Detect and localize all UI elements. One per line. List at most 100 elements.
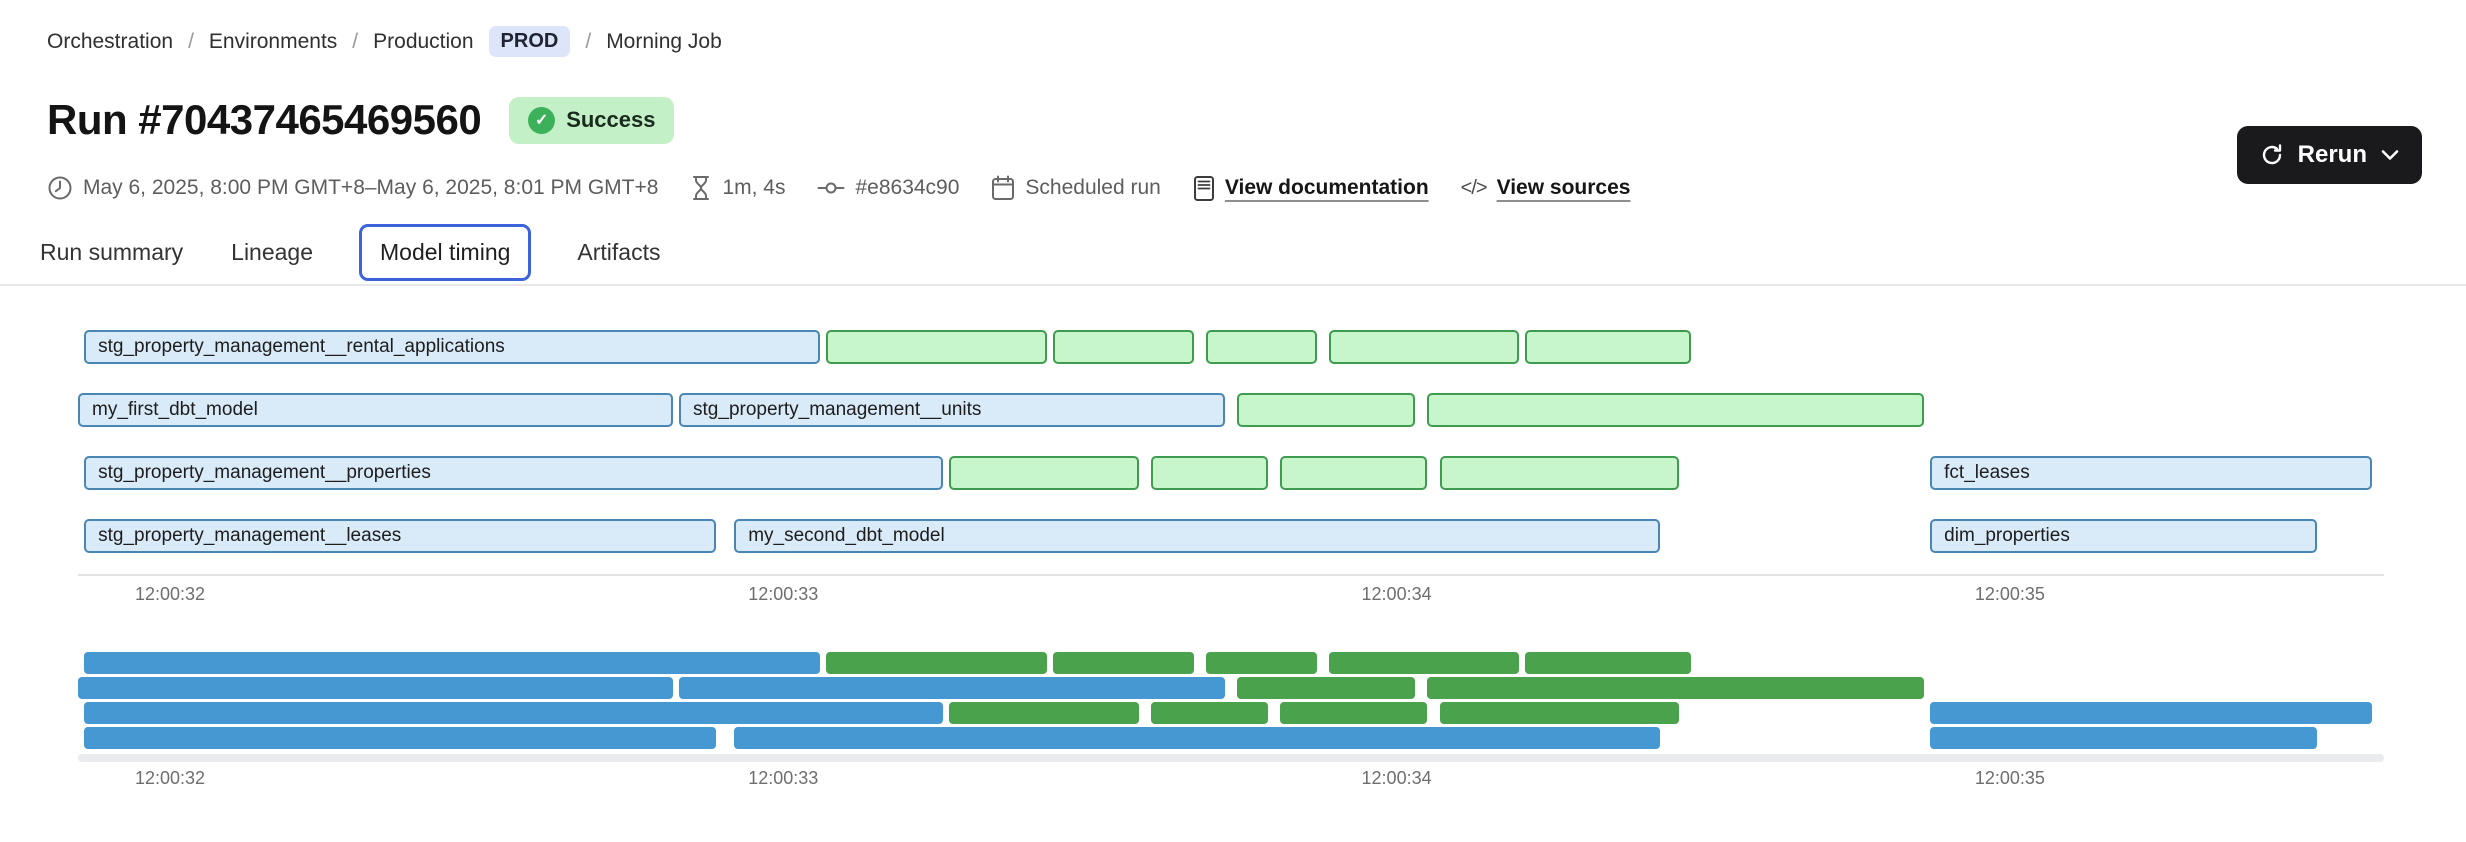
minimap-row (78, 652, 2384, 674)
minimap-bar (1237, 677, 1415, 699)
model-timing-minimap: 12:00:32 12:00:33 12:00:34 12:00:35 (78, 652, 2384, 802)
minimap-bar (1525, 652, 1691, 674)
view-documentation-link[interactable]: View documentation (1224, 176, 1429, 199)
status-label: Success (566, 107, 656, 132)
breadcrumb: Orchestration / Environments / Productio… (47, 26, 722, 57)
model-timing-gantt: stg_property_management__rental_applicat… (78, 330, 2384, 620)
gantt-bar-dim_properties[interactable]: dim_properties (1930, 519, 2317, 553)
gantt-bar[interactable] (1151, 456, 1268, 490)
gantt-bar-fct_leases[interactable]: fct_leases (1930, 456, 2372, 490)
gantt-bar[interactable] (1525, 330, 1691, 364)
minimap-row (78, 702, 2384, 724)
minimap-bar (1053, 652, 1195, 674)
time-axis-tick: 12:00:32 (134, 768, 206, 788)
minimap-bar-stg_property_management__rental_applications (84, 652, 821, 674)
time-axis-tick: 12:00:34 (1361, 768, 1432, 788)
tab-run-summary[interactable]: Run summary (40, 238, 184, 265)
view-documentation[interactable]: View documentation (1193, 175, 1429, 202)
environment-prod-badge: PROD (488, 26, 571, 57)
run-trigger: Scheduled run (991, 175, 1161, 201)
gantt-bar-my_second_dbt_model[interactable]: my_second_dbt_model (734, 519, 1661, 553)
minimap-bar (1280, 702, 1428, 724)
run-duration-text: 1m, 4s (722, 176, 786, 199)
calendar-icon (992, 175, 1015, 200)
tab-lineage[interactable]: Lineage (231, 238, 314, 265)
refresh-icon (2262, 144, 2281, 165)
run-commit: #e8634c90 (817, 176, 959, 200)
gantt-bar[interactable] (1329, 330, 1520, 364)
gantt-bar[interactable] (1280, 456, 1428, 490)
breadcrumb-item-morning-job[interactable]: Morning Job (606, 29, 722, 53)
breadcrumb-item-production[interactable]: Production (373, 29, 474, 53)
minimap-bar-stg_property_management__properties (84, 702, 943, 724)
gantt-bar[interactable] (1053, 330, 1195, 364)
model-name-label: stg_property_management__properties (98, 462, 431, 483)
breadcrumb-item-orchestration[interactable]: Orchestration (47, 29, 174, 53)
minimap-bar-my_first_dbt_model (78, 677, 673, 699)
minimap-scrollbar-track[interactable] (78, 754, 2384, 762)
minimap-bar-fct_leases (1930, 702, 2372, 724)
gantt-bar[interactable] (1237, 393, 1415, 427)
gantt-bar[interactable] (948, 456, 1139, 490)
gantt-row: stg_property_management__leases my_second… (78, 519, 2384, 553)
gantt-row: stg_property_management__rental_applicat… (78, 330, 2384, 364)
gantt-bar[interactable] (1427, 393, 1925, 427)
minimap-bar (1151, 702, 1268, 724)
run-title: Run #70437465469560 (47, 96, 482, 143)
view-sources-link[interactable]: View sources (1496, 176, 1631, 199)
tab-artifacts[interactable]: Artifacts (577, 238, 661, 265)
rerun-button[interactable]: Rerun (2236, 126, 2422, 184)
time-axis-tick: 12:00:35 (1974, 584, 2045, 604)
gantt-row: my_first_dbt_model stg_property_managemen… (78, 393, 2384, 427)
run-trigger-text: Scheduled run (1025, 176, 1161, 199)
gantt-bar-stg_property_management__units[interactable]: stg_property_management__units (679, 393, 1225, 427)
model-name-label: fct_leases (1944, 462, 2030, 483)
hourglass-icon (693, 176, 710, 200)
run-commit-text: #e8634c90 (855, 176, 960, 199)
time-axis-tick: 12:00:32 (134, 584, 206, 604)
breadcrumb-separator: / (352, 29, 359, 53)
breadcrumb-item-environments[interactable]: Environments (208, 29, 338, 53)
git-commit-icon (817, 182, 845, 194)
check-icon: ✓ (528, 106, 556, 134)
gantt-bar-stg_property_management__properties[interactable]: stg_property_management__properties (84, 456, 943, 490)
minimap-bar-stg_property_management__units (679, 677, 1225, 699)
tabs-divider (0, 284, 2466, 286)
run-time-range: May 6, 2025, 8:00 PM GMT+8–May 6, 2025, … (47, 175, 658, 201)
minimap-bar-stg_property_management__leases (84, 727, 716, 749)
status-badge: ✓ Success (509, 96, 675, 144)
minimap-bar (826, 652, 1047, 674)
rerun-label: Rerun (2297, 141, 2367, 168)
chevron-down-icon[interactable] (2380, 149, 2400, 161)
minimap-row (78, 727, 2384, 749)
model-name-label: stg_property_management__rental_applicat… (98, 336, 505, 357)
time-axis-tick: 12:00:35 (1974, 768, 2045, 788)
time-axis-line (78, 574, 2384, 576)
view-sources[interactable]: </> View sources (1461, 176, 1631, 200)
documentation-icon (1193, 175, 1214, 201)
run-tabs: Run summary Lineage Model timing Artifac… (38, 220, 662, 284)
minimap-bar (948, 702, 1139, 724)
minimap-bar (1329, 652, 1520, 674)
gantt-bar-stg_property_management__leases[interactable]: stg_property_management__leases (84, 519, 716, 553)
model-name-label: dim_properties (1944, 525, 2070, 546)
gantt-bar[interactable] (826, 330, 1047, 364)
minimap-bar (1427, 677, 1925, 699)
minimap-bar-my_second_dbt_model (734, 727, 1661, 749)
minimap-bar-dim_properties (1930, 727, 2317, 749)
time-axis-tick: 12:00:34 (1361, 584, 1432, 604)
model-name-label: stg_property_management__leases (98, 525, 402, 546)
run-time-range-text: May 6, 2025, 8:00 PM GMT+8–May 6, 2025, … (83, 176, 659, 199)
gantt-row: stg_property_management__properties fct_l… (78, 456, 2384, 490)
gantt-bar[interactable] (1206, 330, 1317, 364)
time-axis-tick: 12:00:33 (748, 768, 819, 788)
minimap-row (78, 677, 2384, 699)
tab-model-timing[interactable]: Model timing (359, 223, 532, 281)
gantt-bar-my_first_dbt_model[interactable]: my_first_dbt_model (78, 393, 673, 427)
model-name-label: stg_property_management__units (693, 399, 982, 420)
time-axis-tick: 12:00:33 (748, 584, 819, 604)
gantt-bar-stg_property_management__rental_applications[interactable]: stg_property_management__rental_applicat… (84, 330, 821, 364)
minimap-bar (1206, 652, 1317, 674)
run-meta-row: May 6, 2025, 8:00 PM GMT+8–May 6, 2025, … (47, 170, 1630, 206)
gantt-bar[interactable] (1439, 456, 1679, 490)
